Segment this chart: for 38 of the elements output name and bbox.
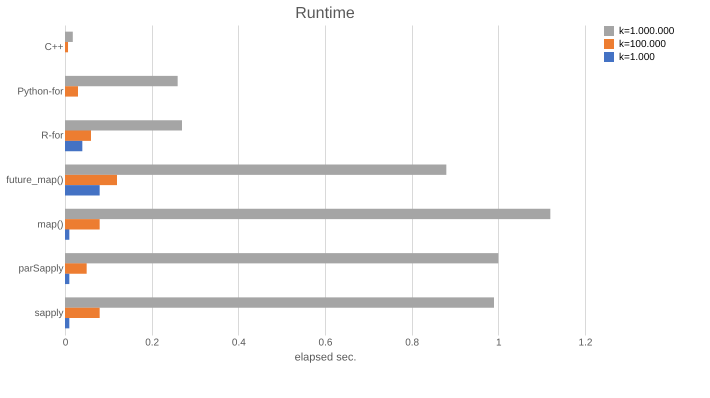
- bar: [65, 297, 494, 308]
- legend-label: k=1.000.000: [619, 26, 675, 37]
- bar: [65, 208, 550, 220]
- bar: [65, 185, 100, 196]
- x-tick-label: 0.8: [405, 338, 420, 348]
- bar: [65, 130, 91, 141]
- x-axis-title: elapsed sec.: [294, 352, 356, 364]
- bar: [65, 164, 446, 175]
- y-tick-label: Python-for: [17, 86, 64, 98]
- x-tick-label: 0.2: [145, 338, 160, 348]
- y-tick-label: C++: [44, 42, 64, 54]
- chart-title: Runtime: [295, 5, 355, 22]
- y-tick-label: sapply: [34, 308, 64, 319]
- bar: [65, 229, 70, 240]
- bar: [65, 42, 68, 52]
- y-tick-label: future_map(): [6, 175, 64, 186]
- bar: [65, 120, 182, 131]
- bar: [65, 253, 498, 264]
- bar: [65, 308, 100, 318]
- bar: [65, 318, 70, 328]
- bar: [65, 274, 70, 284]
- legend-label: k=100.000: [619, 39, 666, 50]
- y-tick-label: map(): [37, 219, 64, 230]
- x-tick-label: 1.2: [578, 338, 593, 348]
- y-tick-label: R-for: [41, 130, 64, 142]
- x-tick-label: 0.6: [318, 338, 333, 348]
- x-tick-label: 1: [496, 338, 502, 348]
- bar: [65, 263, 87, 274]
- bar: [65, 32, 73, 42]
- bar: [65, 140, 82, 152]
- x-tick-label: 0.4: [232, 338, 246, 348]
- legend-label: k=1.000: [619, 52, 656, 63]
- bar: [65, 86, 78, 97]
- bar: [65, 219, 100, 230]
- bar: [65, 174, 117, 186]
- y-tick-label: parSapply: [18, 264, 64, 275]
- bar: [65, 76, 178, 86]
- x-tick-label: 0: [62, 338, 69, 348]
